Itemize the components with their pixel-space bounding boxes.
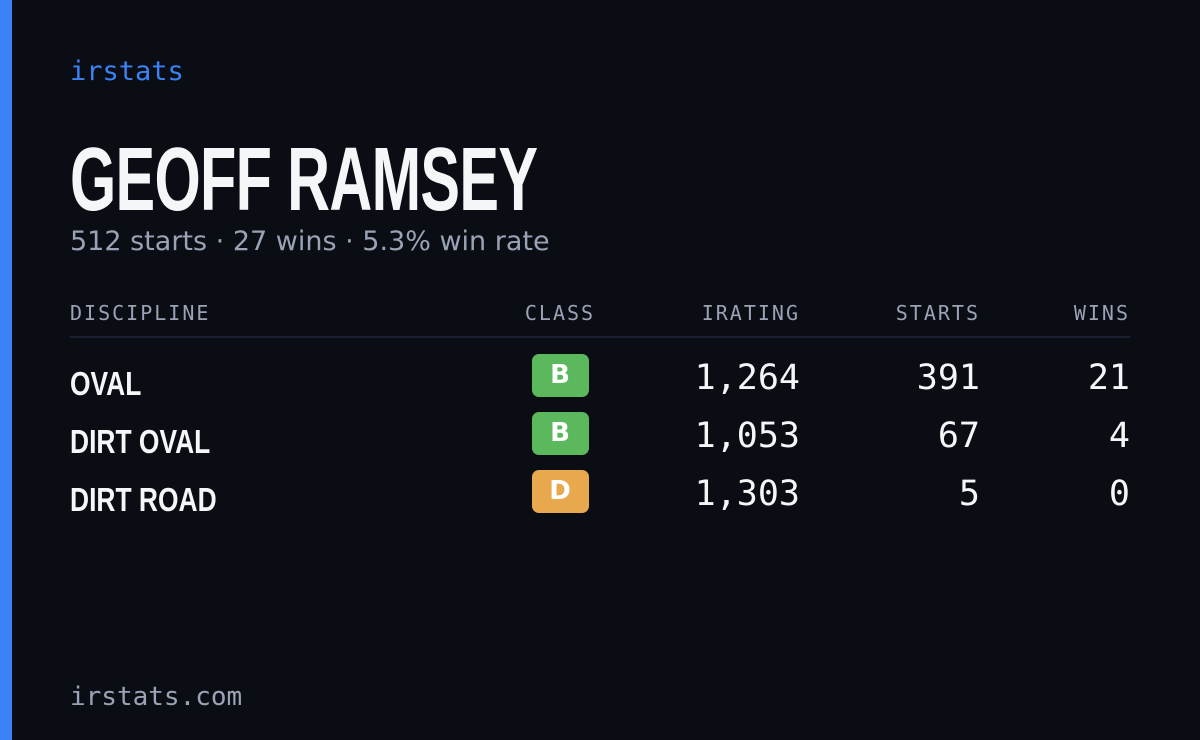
column-header: DISCIPLINE [70, 301, 211, 325]
driver-name: GEOFF RAMSEY [70, 130, 538, 230]
brand: irstats [70, 56, 184, 87]
wins: 0 [1108, 474, 1130, 514]
discipline: OVAL [70, 365, 142, 402]
class-badge: B [531, 354, 589, 397]
starts: 391 [916, 358, 980, 398]
class-badge: B [531, 412, 589, 455]
starts: 67 [937, 416, 980, 456]
column-header: WINS [1073, 301, 1130, 325]
wins: 21 [1087, 358, 1130, 398]
driver-summary: 512 starts · 27 wins · 5.3% win rate [70, 226, 550, 257]
column-header: CLASS [524, 301, 596, 325]
irating: 1,053 [694, 416, 800, 456]
discipline: DIRT ROAD [70, 481, 217, 518]
class-badge: D [531, 470, 589, 513]
footer: irstats.com [70, 682, 243, 712]
column-header: STARTS [895, 301, 980, 325]
header-rule [70, 336, 1130, 338]
starts: 5 [958, 474, 980, 514]
wins: 4 [1108, 416, 1130, 456]
discipline: DIRT OVAL [70, 423, 211, 460]
accent-bar [0, 0, 12, 740]
irating: 1,303 [694, 474, 800, 514]
column-header: IRATING [701, 301, 800, 325]
irating: 1,264 [694, 358, 800, 398]
